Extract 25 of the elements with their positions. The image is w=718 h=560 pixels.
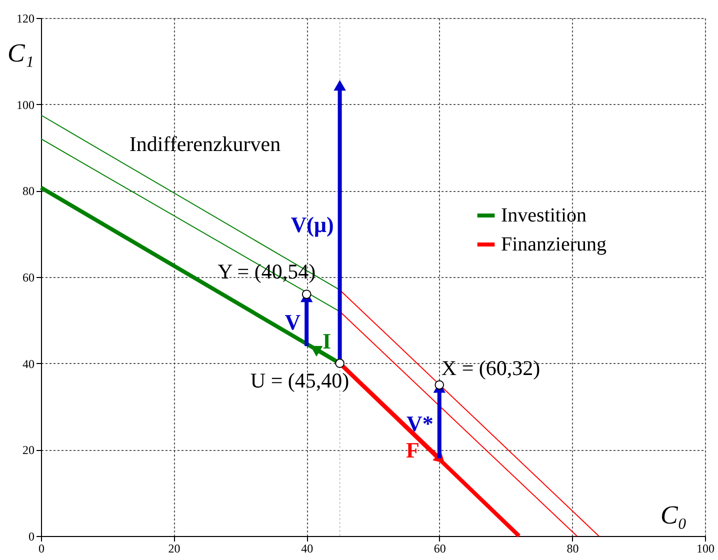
x-tick-label: 100 — [696, 542, 714, 556]
y-tick-label: 20 — [22, 443, 34, 458]
y-axis-title: C₁ — [8, 38, 34, 68]
annotation: Indifferenzkurven — [129, 132, 282, 156]
legend-label: Investition — [501, 204, 587, 226]
series-label: V* — [406, 410, 434, 436]
x-tick-label: 0 — [38, 542, 44, 556]
x-axis-title: C₀ — [660, 500, 687, 530]
y-tick-label: 80 — [22, 184, 34, 198]
x-tick-label: 80 — [566, 542, 579, 556]
x-tick-label: 60 — [434, 542, 446, 556]
series-label: F — [406, 437, 420, 462]
y-tick-label: 0 — [28, 530, 34, 544]
y-tick-label: 60 — [22, 270, 34, 284]
x-tick-label: 20 — [168, 542, 180, 556]
y-tick-label: 40 — [22, 356, 34, 371]
legend-label: Finanzierung — [501, 233, 607, 256]
y-tick-label: 100 — [16, 98, 34, 112]
x-tick-label: 40 — [301, 542, 314, 556]
series-label: V(μ) — [290, 212, 334, 238]
series-label: V — [284, 309, 301, 334]
annotation: X = (60,32) — [441, 356, 540, 380]
series-label: I — [322, 328, 332, 354]
annotation: U = (45,40) — [250, 368, 350, 392]
y-tick-label: 120 — [16, 12, 34, 26]
